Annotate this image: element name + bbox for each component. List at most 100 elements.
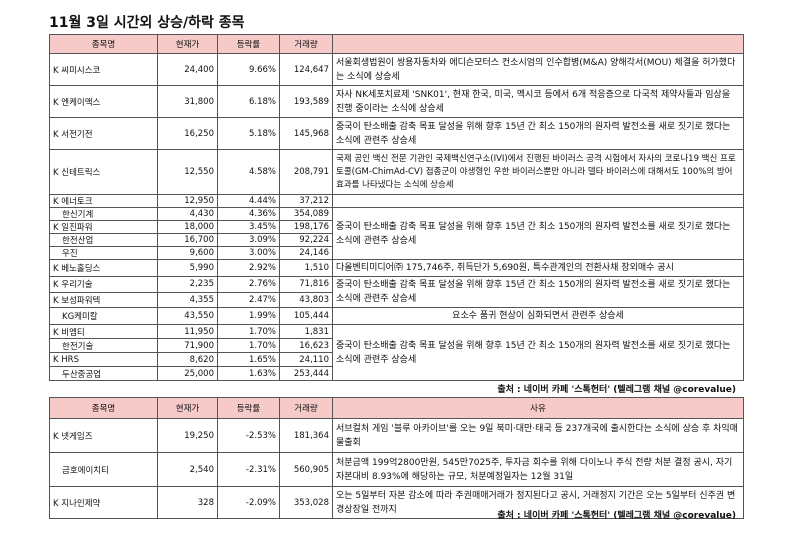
- source-note-up: 출처 : 네이버 카페 '스톡헌터' (텔레그램 채널 @corevalue): [497, 385, 736, 395]
- stock-name: 우진: [49, 246, 158, 260]
- stock-rate: 4.58%: [217, 149, 280, 195]
- stock-price: 18,000: [157, 220, 218, 234]
- table-row: K 에너토크 12,950 4.44% 37,212: [49, 194, 744, 208]
- stock-name: 두산중공업: [49, 366, 158, 381]
- stock-name: K 우리기술: [49, 276, 158, 293]
- table-row: 금호에이치티 2,540 -2.31% 560,905 처분금액 199억280…: [49, 452, 744, 487]
- stock-name: KG케미칼: [49, 307, 158, 325]
- stock-price: 4,430: [157, 207, 218, 221]
- stock-volume: 193,589: [279, 85, 333, 118]
- table-row: K 신테트릭스 12,550 4.58% 208,791 국제 공인 백신 전문…: [49, 149, 744, 195]
- stock-name: K 지나인제약: [49, 486, 158, 519]
- stock-rate: 5.18%: [217, 117, 280, 150]
- stock-volume: 71,816: [279, 276, 333, 293]
- stock-rate: 3.45%: [217, 220, 280, 234]
- stock-reason: 중국이 탄소배출 감축 목표 달성을 위해 향후 15년 간 최소 150개의 …: [332, 324, 744, 381]
- stock-rate: 2.92%: [217, 259, 280, 277]
- stock-price: 11,950: [157, 324, 218, 339]
- table-row: 우진 9,600 3.00% 24,146: [49, 246, 744, 260]
- stock-reason: 중국이 탄소배출 감축 목표 달성을 위해 향후 15년 간 최소 150개의 …: [332, 207, 744, 260]
- up-table: 종목명 현재가 등락률 거래량 K 씨미시스코 24,400 9.66% 124…: [49, 34, 744, 381]
- stock-price: 8,620: [157, 352, 218, 367]
- stock-rate: 6.18%: [217, 85, 280, 118]
- header-rate: 등락률: [217, 397, 280, 419]
- header-name: 종목명: [49, 34, 158, 54]
- stock-volume: 1,831: [279, 324, 333, 339]
- stock-name: K HRS: [49, 352, 158, 367]
- empty-reason: [332, 194, 744, 208]
- stock-volume: 92,224: [279, 233, 333, 247]
- stock-name: K 서전기전: [49, 117, 158, 150]
- table-row: K 우리기술 2,235 2.76% 71,816 중국이 탄소배출 감축 목표…: [49, 276, 744, 308]
- stock-volume: 253,444: [279, 366, 333, 381]
- header-reason: [332, 34, 744, 54]
- stock-name: K 비엠티: [49, 324, 158, 339]
- stock-price: 31,800: [157, 85, 218, 118]
- table-row: 한전기술 71,900 1.70% 16,623: [49, 338, 744, 353]
- stock-volume: 145,968: [279, 117, 333, 150]
- stock-rate: 4.44%: [217, 194, 280, 208]
- stock-volume: 1,510: [279, 259, 333, 277]
- stock-price: 71,900: [157, 338, 218, 353]
- stock-name: K 보성파워텍: [49, 291, 158, 308]
- stock-rate: -2.53%: [217, 418, 280, 453]
- table-row: K 서전기전 16,250 5.18% 145,968 중국이 탄소배출 감축 …: [49, 117, 744, 150]
- header-reason: 사유: [332, 397, 744, 419]
- stock-rate: 3.09%: [217, 233, 280, 247]
- stock-name: 한신기계: [49, 207, 158, 221]
- stock-price: 24,400: [157, 53, 218, 86]
- stock-name: K 넷게임즈: [49, 418, 158, 453]
- stock-reason: 중국이 탄소배출 감축 목표 달성을 위해 향후 15년 간 최소 150개의 …: [332, 117, 744, 150]
- stock-volume: 181,364: [279, 418, 333, 453]
- stock-reason: 요소수 품귀 현상이 심화되면서 관련주 상승세: [332, 307, 744, 325]
- stock-reason: 처분금액 199억2800만원, 545만7025주, 투자금 회수를 위해 다…: [332, 452, 744, 487]
- stock-price: 25,000: [157, 366, 218, 381]
- stock-name: K 일진파워: [49, 220, 158, 234]
- stock-rate: -2.09%: [217, 486, 280, 519]
- stock-volume: 208,791: [279, 149, 333, 195]
- stock-volume: 24,110: [279, 352, 333, 367]
- stock-rate: 4.36%: [217, 207, 280, 221]
- stock-rate: -2.31%: [217, 452, 280, 487]
- stock-volume: 198,176: [279, 220, 333, 234]
- stock-name: K 씨미시스코: [49, 53, 158, 86]
- header-volume: 거래량: [279, 34, 333, 54]
- stock-volume: 37,212: [279, 194, 333, 208]
- table-row: K 씨미시스코 24,400 9.66% 124,647 서울회생법원이 쌍용자…: [49, 53, 744, 86]
- stock-price: 328: [157, 486, 218, 519]
- stock-name: 한전산업: [49, 233, 158, 247]
- stock-rate: 2.76%: [217, 276, 280, 293]
- stock-reason: 서울회생법원이 쌍용자동차와 에디슨모터스 컨소시엄의 인수합병(M&A) 양해…: [332, 53, 744, 86]
- stock-volume: 560,905: [279, 452, 333, 487]
- stock-name: K 신테트릭스: [49, 149, 158, 195]
- stock-price: 2,235: [157, 276, 218, 293]
- stock-name: 한전기술: [49, 338, 158, 353]
- stock-price: 43,550: [157, 307, 218, 325]
- down-header-row: 종목명 현재가 등락률 거래량 사유: [49, 397, 744, 419]
- stock-volume: 24,146: [279, 246, 333, 260]
- stock-price: 16,250: [157, 117, 218, 150]
- table-row: 두산중공업 25,000 1.63% 253,444: [49, 366, 744, 381]
- table-row: K 베노홀딩스 5,990 2.92% 1,510 다올벤티미디어㈜ 175,7…: [49, 259, 744, 277]
- header-rate: 등락률: [217, 34, 280, 54]
- stock-name: K 베노홀딩스: [49, 259, 158, 277]
- table-row: K 일진파워 18,000 3.45% 198,176: [49, 220, 744, 234]
- down-table: 종목명 현재가 등락률 거래량 사유 K 넷게임즈 19,250 -2.53% …: [49, 397, 744, 519]
- table-row: K 엔케이맥스 31,800 6.18% 193,589 자사 NK세포치료제 …: [49, 85, 744, 118]
- table-row: K HRS 8,620 1.65% 24,110: [49, 352, 744, 367]
- header-price: 현재가: [157, 397, 218, 419]
- stock-rate: 1.70%: [217, 324, 280, 339]
- stock-name: K 엔케이맥스: [49, 85, 158, 118]
- stock-volume: 105,444: [279, 307, 333, 325]
- stock-name: K 에너토크: [49, 194, 158, 208]
- stock-rate: 2.47%: [217, 291, 280, 308]
- stock-reason: 중국이 탄소배출 감축 목표 달성을 위해 향후 15년 간 최소 150개의 …: [332, 276, 744, 308]
- stock-price: 9,600: [157, 246, 218, 260]
- stock-rate: 1.63%: [217, 366, 280, 381]
- stock-reason: 국제 공인 백신 전문 기관인 국제백신연구소(IVI)에서 진행된 바이러스 …: [332, 149, 744, 195]
- stock-price: 12,950: [157, 194, 218, 208]
- table-row: K 비엠티 11,950 1.70% 1,831 중국이 탄소배출 감축 목표 …: [49, 324, 744, 381]
- table-row: K 지나인제약 328 -2.09% 353,028 오는 5일부터 자본 감소…: [49, 486, 744, 519]
- table-row: KG케미칼 43,550 1.99% 105,444 요소수 품귀 현상이 심화…: [49, 307, 744, 325]
- stock-price: 19,250: [157, 418, 218, 453]
